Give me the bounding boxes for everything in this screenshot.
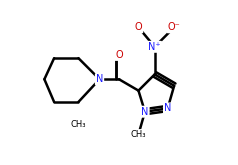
Text: N: N <box>164 103 171 114</box>
Text: N: N <box>141 107 149 117</box>
Text: O: O <box>115 50 123 60</box>
Text: O: O <box>135 22 142 32</box>
Text: CH₃: CH₃ <box>131 130 146 139</box>
Text: N⁺: N⁺ <box>148 42 161 52</box>
Text: O⁻: O⁻ <box>168 22 181 32</box>
Text: N: N <box>96 74 103 84</box>
Text: CH₃: CH₃ <box>71 120 86 129</box>
